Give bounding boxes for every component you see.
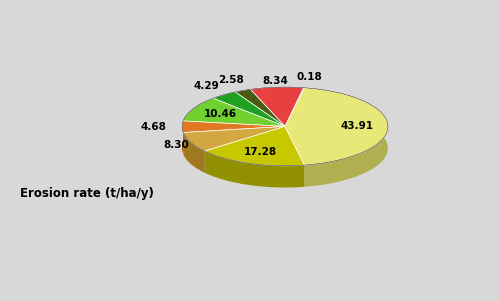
Text: 4.29: 4.29 <box>194 81 219 91</box>
Polygon shape <box>204 151 304 188</box>
Polygon shape <box>184 132 204 173</box>
Polygon shape <box>183 98 213 143</box>
Polygon shape <box>250 87 304 126</box>
Text: 0.18: 0.18 <box>296 72 322 82</box>
Polygon shape <box>235 89 285 126</box>
Text: 8.34: 8.34 <box>262 76 288 86</box>
Polygon shape <box>182 121 285 132</box>
Text: 10.46: 10.46 <box>204 109 237 119</box>
Polygon shape <box>213 92 285 126</box>
Text: 4.68: 4.68 <box>140 122 166 132</box>
Text: 43.91: 43.91 <box>340 121 374 132</box>
Polygon shape <box>285 88 388 165</box>
Text: Erosion rate (t/ha/y): Erosion rate (t/ha/y) <box>20 187 154 200</box>
Polygon shape <box>204 126 304 166</box>
Polygon shape <box>304 88 388 187</box>
Text: 17.28: 17.28 <box>244 147 276 157</box>
Polygon shape <box>285 88 304 126</box>
Polygon shape <box>183 98 285 126</box>
Polygon shape <box>184 126 285 151</box>
Polygon shape <box>182 121 184 154</box>
Text: 8.30: 8.30 <box>164 140 190 150</box>
Text: 2.58: 2.58 <box>218 76 244 85</box>
